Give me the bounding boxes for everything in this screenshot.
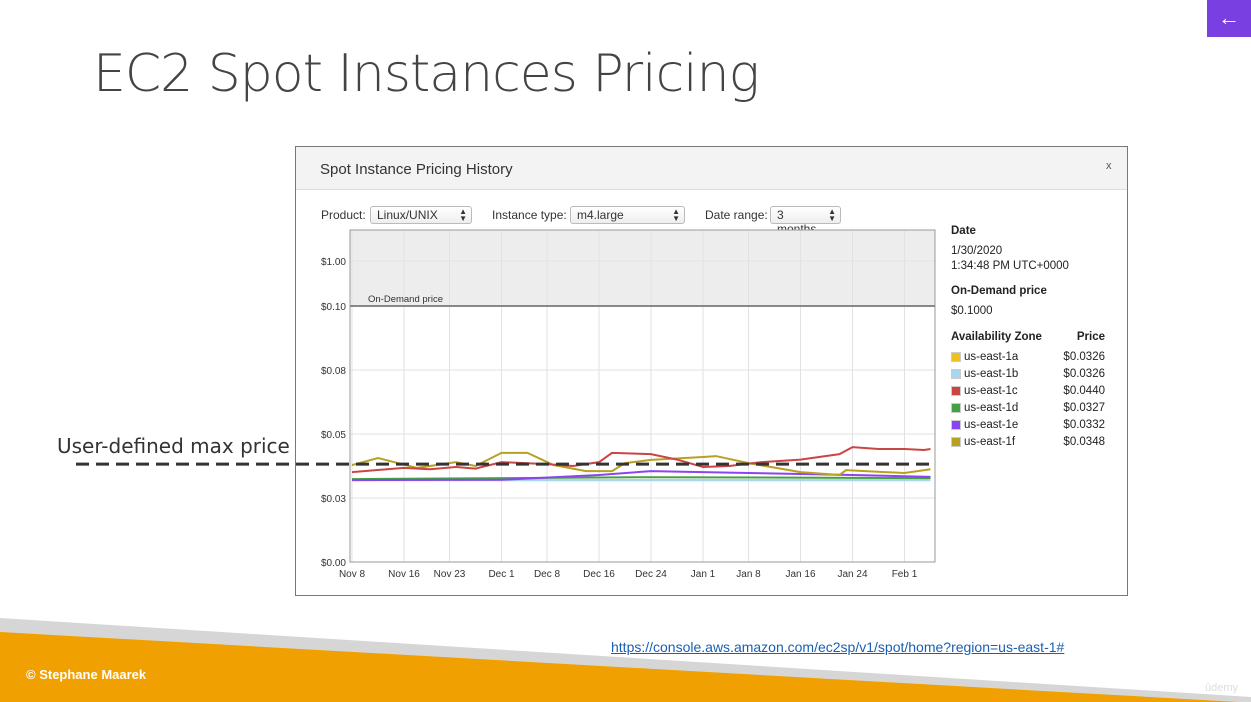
updown-icon: ▲ ▼ [459, 207, 467, 223]
zone-row: us-east-1b $0.0326 [951, 365, 1105, 382]
zone-name: us-east-1b [964, 367, 1019, 380]
max-price-annotation-label: User-defined max price [57, 434, 290, 458]
zone-swatch [951, 402, 961, 413]
pricing-history-dialog: Spot Instance Pricing History x Product:… [295, 146, 1128, 596]
zone-name: us-east-1d [964, 401, 1019, 414]
close-button[interactable]: x [1106, 160, 1112, 172]
plot-border [349, 229, 936, 563]
x-tick-label: Nov 16 [388, 569, 420, 580]
y-tick-label: $0.00 [321, 558, 346, 569]
x-tick-label: Jan 1 [691, 569, 716, 580]
on-demand-label: On-Demand price [368, 294, 443, 305]
zone-price: $0.0326 [1063, 367, 1105, 380]
x-tick-label: Jan 8 [736, 569, 761, 580]
zone-price: $0.0326 [1063, 350, 1105, 363]
zone-price: $0.0440 [1063, 384, 1105, 397]
time-value: 1:34:48 PM UTC+0000 [951, 260, 1069, 272]
zone-name: us-east-1f [964, 435, 1016, 448]
x-tick-label: Jan 16 [785, 569, 815, 580]
product-value: Linux/UNIX [377, 208, 438, 222]
zone-row: us-east-1e $0.0332 [951, 416, 1105, 433]
date-range-select[interactable]: 3 months ▲ ▼ [770, 206, 841, 236]
zone-swatch [951, 436, 961, 447]
x-tick-label: Feb 1 [892, 569, 918, 580]
x-tick-label: Dec 1 [488, 569, 515, 580]
slide-title: EC2 Spot Instances Pricing [93, 44, 760, 104]
zone-price: $0.0348 [1063, 435, 1105, 448]
price-heading: Price [1076, 331, 1105, 343]
series-line-us-east-1c [351, 446, 931, 474]
series-line-us-east-1d [351, 476, 931, 481]
y-tick-label: $0.03 [321, 494, 346, 505]
instance-type-value: m4.large [577, 208, 624, 222]
zone-name: us-east-1c [964, 384, 1018, 397]
zone-row: us-east-1c $0.0440 [951, 382, 1105, 399]
zone-price: $0.0332 [1063, 418, 1105, 431]
dialog-header: Spot Instance Pricing History x [296, 147, 1127, 190]
x-tick-label: Nov 8 [339, 569, 366, 580]
above-on-demand-shade [350, 230, 935, 306]
zone-row: us-east-1a $0.0326 [951, 348, 1105, 365]
on-demand-heading: On-Demand price [951, 285, 1047, 297]
x-tick-label: Nov 23 [434, 569, 466, 580]
arrow-left-icon: ← [1218, 5, 1240, 30]
footer-orange-band [0, 632, 1238, 702]
x-tick-label: Dec 24 [635, 569, 667, 580]
zone-swatch [951, 351, 961, 362]
zone-price: $0.0327 [1063, 401, 1105, 414]
zone-swatch [951, 368, 961, 379]
y-tick-label: $0.08 [321, 366, 346, 377]
zone-name: us-east-1a [964, 350, 1019, 363]
zone-row: us-east-1f $0.0348 [951, 433, 1105, 450]
instance-type-select[interactable]: m4.large ▲ ▼ [570, 206, 685, 224]
product-label: Product: [321, 208, 366, 222]
x-tick-label: Dec 8 [534, 569, 561, 580]
date-value: 1/30/2020 [951, 245, 1003, 257]
date-range-label: Date range: [705, 208, 768, 222]
product-select[interactable]: Linux/UNIX ▲ ▼ [370, 206, 472, 224]
price-chart: $0.00 $0.03 $0.05 $0.08 $0.10 $1.00 Nov 8 Nov 1… [321, 229, 936, 580]
x-tick-label: Jan 24 [837, 569, 867, 580]
back-button[interactable]: ← [1207, 0, 1251, 37]
date-heading: Date [951, 225, 976, 237]
zone-name: us-east-1e [964, 418, 1019, 431]
updown-icon: ▲ ▼ [672, 207, 680, 223]
copyright: © Stephane Maarek [26, 667, 147, 682]
details-panel: Date 1/30/2020 1:34:48 PM UTC+0000 On-De… [951, 225, 1105, 450]
zone-row: us-east-1d $0.0327 [951, 399, 1105, 416]
x-tick-label: Dec 16 [583, 569, 615, 580]
udemy-watermark: ûdemy [1205, 682, 1239, 694]
dialog-title: Spot Instance Pricing History [320, 161, 513, 178]
instance-type-label: Instance type: [492, 208, 567, 222]
series-line-us-east-1e [351, 470, 931, 482]
y-tick-label: $1.00 [321, 257, 346, 268]
y-tick-label: $0.05 [321, 430, 346, 441]
zone-swatch [951, 419, 961, 430]
zone-swatch [951, 385, 961, 396]
updown-icon: ▲ ▼ [828, 207, 836, 223]
y-tick-label: $0.10 [321, 302, 346, 313]
console-link[interactable]: https://console.aws.amazon.com/ec2sp/v1/… [611, 639, 1065, 655]
az-heading: Availability Zone [951, 331, 1042, 343]
on-demand-value: $0.1000 [951, 305, 993, 317]
